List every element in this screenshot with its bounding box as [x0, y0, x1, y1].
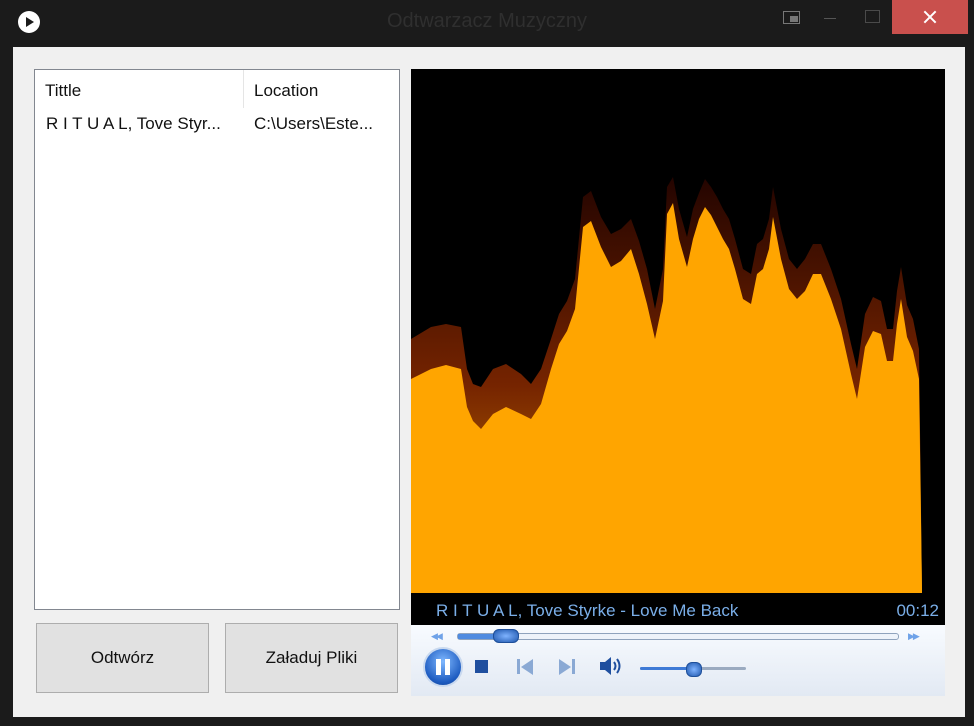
main-window: Tittle Location R I T U A L, Tove Styr..…	[13, 47, 965, 717]
screen-record-icon[interactable]	[776, 2, 806, 32]
now-playing-title: R I T U A L, Tove Styrke - Love Me Back	[436, 601, 739, 620]
seek-progress	[458, 634, 498, 639]
audio-visualization	[411, 177, 922, 593]
seek-thumb[interactable]	[492, 629, 519, 643]
window-title: Odtwarzacz Muzyczny	[386, 10, 588, 32]
playlist-listview[interactable]: Tittle Location R I T U A L, Tove Styr..…	[34, 69, 400, 610]
cell-location: C:\Users\Este...	[254, 114, 374, 133]
pause-button[interactable]	[423, 647, 463, 687]
elapsed-time: 00:12	[896, 601, 939, 620]
now-playing-bar: R I T U A L, Tove Styrke - Love Me Back …	[411, 593, 945, 625]
next-track-button[interactable]	[559, 658, 577, 676]
volume-level	[640, 667, 693, 670]
visualization-fill	[411, 203, 922, 593]
table-row[interactable]: R I T U A L, Tove Styr... C:\Users\Este.…	[35, 114, 399, 138]
play-button[interactable]: Odtwórz	[36, 623, 209, 693]
volume-speaker-icon[interactable]	[598, 655, 624, 677]
volume-thumb[interactable]	[686, 662, 702, 677]
seek-bar[interactable]	[457, 633, 899, 640]
media-player[interactable]: R I T U A L, Tove Styrke - Love Me Back …	[411, 69, 945, 696]
rewind-icon[interactable]: ◀◀	[431, 631, 443, 641]
listview-header: Tittle Location	[35, 70, 399, 108]
column-header-location[interactable]: Location	[254, 81, 319, 100]
transport-controls: ◀◀ ▶▶	[411, 625, 945, 696]
minimize-button[interactable]	[816, 2, 844, 32]
stop-button[interactable]	[475, 660, 488, 673]
column-header-title[interactable]: Tittle	[35, 70, 244, 108]
close-button[interactable]	[892, 0, 968, 34]
cell-title: R I T U A L, Tove Styr...	[46, 114, 221, 133]
title-bar: Odtwarzacz Muzyczny	[0, 0, 974, 46]
previous-track-button[interactable]	[517, 658, 535, 676]
load-files-button[interactable]: Załaduj Pliki	[225, 623, 398, 693]
fast-forward-icon[interactable]: ▶▶	[908, 631, 920, 641]
maximize-button[interactable]	[855, 2, 889, 32]
app-play-icon[interactable]	[18, 11, 40, 33]
